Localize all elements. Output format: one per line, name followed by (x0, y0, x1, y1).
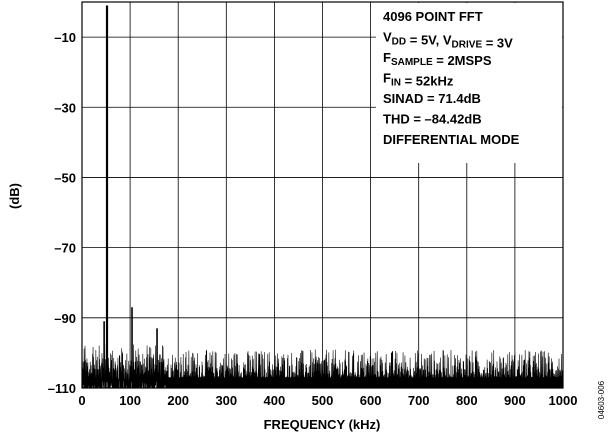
x-tick-label: 1000 (549, 393, 578, 408)
x-tick-label: 300 (215, 393, 237, 408)
y-tick-label: –90 (54, 311, 76, 326)
x-tick-label: 400 (264, 393, 286, 408)
x-tick-label: 700 (408, 393, 430, 408)
x-tick-label: 900 (504, 393, 526, 408)
annotation-fsample: FSAMPLE = 2MSPS (383, 50, 492, 68)
annotation-box (376, 3, 562, 163)
y-tick-label: –10 (54, 30, 76, 45)
annotation-fft: 4096 POINT FFT (383, 9, 483, 24)
x-tick-label: 800 (456, 393, 478, 408)
y-tick-label: –70 (54, 241, 76, 256)
figure-id: 04603-006 (597, 380, 606, 419)
x-tick-label: 0 (78, 393, 85, 408)
annotation-block: 4096 POINT FFT VDD = 5V, VDRIVE = 3VFSAMP… (383, 9, 520, 147)
annotation-fin: FIN = 52kHz (383, 71, 454, 89)
x-tick-label: 500 (312, 393, 334, 408)
x-tick-label: 200 (167, 393, 189, 408)
x-tick-label: 600 (360, 393, 382, 408)
y-tick-label: –30 (54, 100, 76, 115)
x-tick-labels: 0 100 200 300 400 500 600 700 800 900 1000 (78, 393, 577, 408)
y-tick-label: –50 (54, 170, 76, 185)
x-tick-label: 100 (119, 393, 141, 408)
spectrum-layer (81, 5, 564, 389)
y-tick-label: –110 (48, 381, 76, 396)
annotation-sinad: SINAD = 71.4dB (383, 91, 481, 106)
annotation-supply: VDD = 5V, VDRIVE = 3V (383, 30, 513, 51)
y-axis-title: (dB) (7, 183, 22, 209)
annotation-mode: DIFFERENTIAL MODE (383, 132, 520, 147)
annotation-thd: THD = –84.42dB (383, 112, 482, 127)
x-axis-title: FREQUENCY (kHz) (264, 417, 381, 432)
y-tick-labels: –10 –30 –50 –70 –90 –110 (48, 30, 76, 396)
spectrum-trace (81, 5, 564, 389)
